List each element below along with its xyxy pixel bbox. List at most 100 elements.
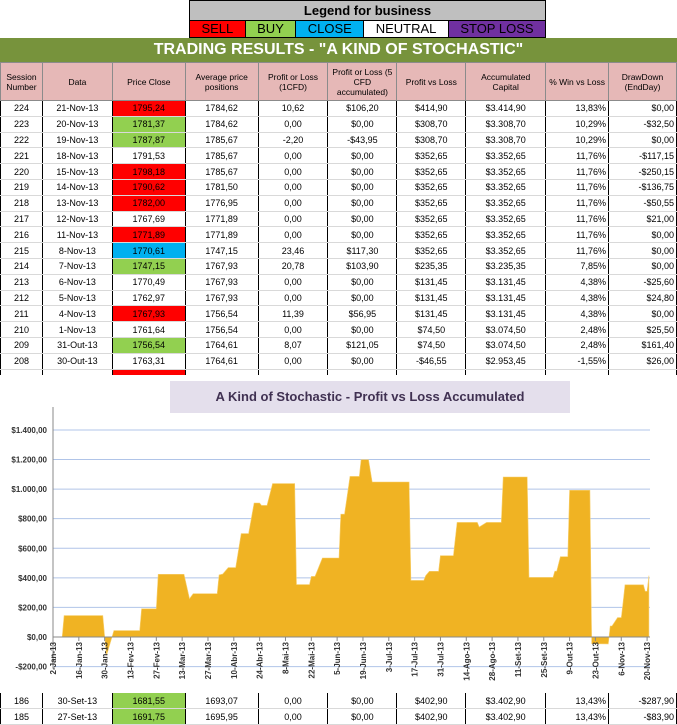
date-cell: 20-Nov-13 (41, 116, 113, 133)
results-table-bottom: 186 30-Set-13 1681,55 1693,07 0,00 $0,00 $402,… (0, 693, 677, 725)
pl-5cfd-cell: $121,05 (327, 337, 398, 354)
session-cell: 224 (0, 100, 43, 117)
pl-1cfd-cell: 0,00 (257, 693, 329, 710)
profit-vs-loss-cell: $131,45 (396, 274, 467, 291)
legend-item-buy: BUY (245, 21, 297, 37)
drawdown-cell: -$117,15 (608, 147, 677, 165)
capital-cell: $3.352,65 (465, 226, 547, 244)
avg-price-cell: 1756,54 (184, 321, 259, 338)
date-cell: 30-Out-13 (41, 353, 113, 370)
pl-5cfd-cell: $0,00 (327, 693, 398, 710)
x-tick-label: 20-Nov-13 (643, 641, 652, 680)
x-tick-label: 22-Mai-13 (307, 641, 316, 678)
capital-cell: $3.131,45 (465, 274, 547, 291)
price-close-cell: 1770,61 (111, 242, 186, 259)
x-tick-label: 30-Jan-13 (101, 641, 110, 678)
column-header: Profit or Loss (5 CFD accumulated) (327, 62, 398, 101)
pl-5cfd-cell: $0,00 (327, 179, 398, 196)
capital-cell: $3.414,90 (465, 100, 547, 117)
profit-vs-loss-cell: $308,70 (396, 116, 467, 133)
y-tick-label: $200,00 (18, 603, 47, 612)
column-header: % Win vs Loss (545, 62, 610, 101)
session-cell: 211 (0, 305, 43, 323)
column-header: DrawDown (EndDay) (608, 62, 677, 101)
x-tick-label: 6-Nov-13 (617, 641, 626, 675)
table-row: 222 19-Nov-13 1787,87 1785,67 -2,20 -$43,95 $3… (0, 132, 677, 149)
legend-item-sell: SELL (190, 21, 246, 37)
avg-price-cell: 1693,07 (184, 693, 259, 710)
x-tick-label: 19-Jun-13 (359, 641, 368, 679)
price-close-cell: 1756,54 (111, 337, 186, 354)
avg-price-cell: 1785,67 (184, 132, 259, 149)
drawdown-cell (608, 369, 677, 375)
win-pct-cell: 13,43% (545, 693, 610, 710)
table-row: 220 15-Nov-13 1798,18 1785,67 0,00 $0,00 $352,… (0, 163, 677, 180)
drawdown-cell: $0,00 (608, 226, 677, 244)
pl-5cfd-cell: $0,00 (327, 116, 398, 133)
avg-price-cell: 1785,67 (184, 163, 259, 180)
pl-5cfd-cell: $106,20 (327, 100, 398, 117)
capital-cell: $3.074,50 (465, 337, 547, 354)
price-close-cell: 1767,93 (111, 305, 186, 323)
win-pct-cell: 10,29% (545, 132, 610, 149)
capital-cell: $3.131,45 (465, 305, 547, 323)
x-tick-label: 10-Abr-13 (230, 641, 239, 678)
profit-vs-loss-cell: $352,65 (396, 211, 467, 228)
pl-5cfd-cell (327, 369, 398, 375)
drawdown-cell: -$32,50 (608, 116, 677, 133)
capital-cell: $3.352,65 (465, 147, 547, 165)
date-cell: 30-Set-13 (41, 693, 113, 710)
win-pct-cell: 11,76% (545, 147, 610, 165)
date-cell: 7-Nov-13 (41, 258, 113, 275)
pl-5cfd-cell: $0,00 (327, 274, 398, 291)
win-pct-cell: 11,76% (545, 195, 610, 212)
pl-1cfd-cell: 0,00 (257, 211, 329, 228)
price-close-cell: 1787,87 (111, 132, 186, 149)
session-cell: 209 (0, 337, 43, 354)
x-tick-label: 9-Out-13 (566, 641, 575, 674)
profit-vs-loss-cell: $352,65 (396, 147, 467, 165)
column-header: Accumulated Capital (465, 62, 547, 101)
table-row: 224 21-Nov-13 1795,24 1784,62 10,62 $106,20 $4… (0, 100, 677, 117)
session-cell: 222 (0, 132, 43, 149)
date-cell: 6-Nov-13 (41, 274, 113, 291)
pl-5cfd-cell: $117,30 (327, 242, 398, 259)
avg-price-cell: 1764,61 (184, 353, 259, 370)
session-cell (0, 369, 43, 375)
date-cell: 1-Nov-13 (41, 321, 113, 338)
pl-5cfd-cell: $0,00 (327, 708, 398, 725)
column-header: Data (41, 62, 113, 101)
pl-1cfd-cell: 0,00 (257, 179, 329, 196)
drawdown-cell: -$287,90 (608, 693, 677, 710)
table-row: 210 1-Nov-13 1761,64 1756,54 0,00 $0,00 $74,50… (0, 321, 677, 338)
win-pct-cell: 2,48% (545, 321, 610, 338)
x-tick-label: 14-Ago-13 (462, 641, 471, 680)
profit-vs-loss-cell: $131,45 (396, 305, 467, 323)
legend-item-close: CLOSE (296, 21, 365, 37)
capital-cell: $3.074,50 (465, 321, 547, 338)
date-cell: 4-Nov-13 (41, 305, 113, 323)
drawdown-cell: $25,50 (608, 321, 677, 338)
date-cell: 5-Nov-13 (41, 290, 113, 307)
y-tick-label: $800,00 (18, 515, 47, 524)
price-close-cell: 1763,31 (111, 353, 186, 370)
price-close-cell: 1771,89 (111, 226, 186, 244)
capital-cell: $2.953,45 (465, 353, 547, 370)
x-tick-label: 13-Mar-13 (178, 641, 187, 679)
capital-cell: $3.402,90 (465, 693, 547, 710)
price-close-cell: 1791,53 (111, 147, 186, 165)
win-pct-cell: 11,76% (545, 211, 610, 228)
capital-cell: $3.352,65 (465, 195, 547, 212)
capital-cell: $3.308,70 (465, 116, 547, 133)
win-pct-cell: 7,85% (545, 258, 610, 275)
drawdown-cell: -$136,75 (608, 179, 677, 196)
profit-vs-loss-cell: $352,65 (396, 195, 467, 212)
profit-vs-loss-cell: $352,65 (396, 163, 467, 180)
sheet-title: TRADING RESULTS - "A KIND OF STOCHASTIC" (0, 38, 677, 62)
drawdown-cell: $21,00 (608, 211, 677, 228)
capital-cell: $3.352,65 (465, 179, 547, 196)
pl-5cfd-cell: $56,95 (327, 305, 398, 323)
price-close-cell: 1770,49 (111, 274, 186, 291)
pl-1cfd-cell: 0,00 (257, 290, 329, 307)
avg-price-cell: 1771,89 (184, 211, 259, 228)
